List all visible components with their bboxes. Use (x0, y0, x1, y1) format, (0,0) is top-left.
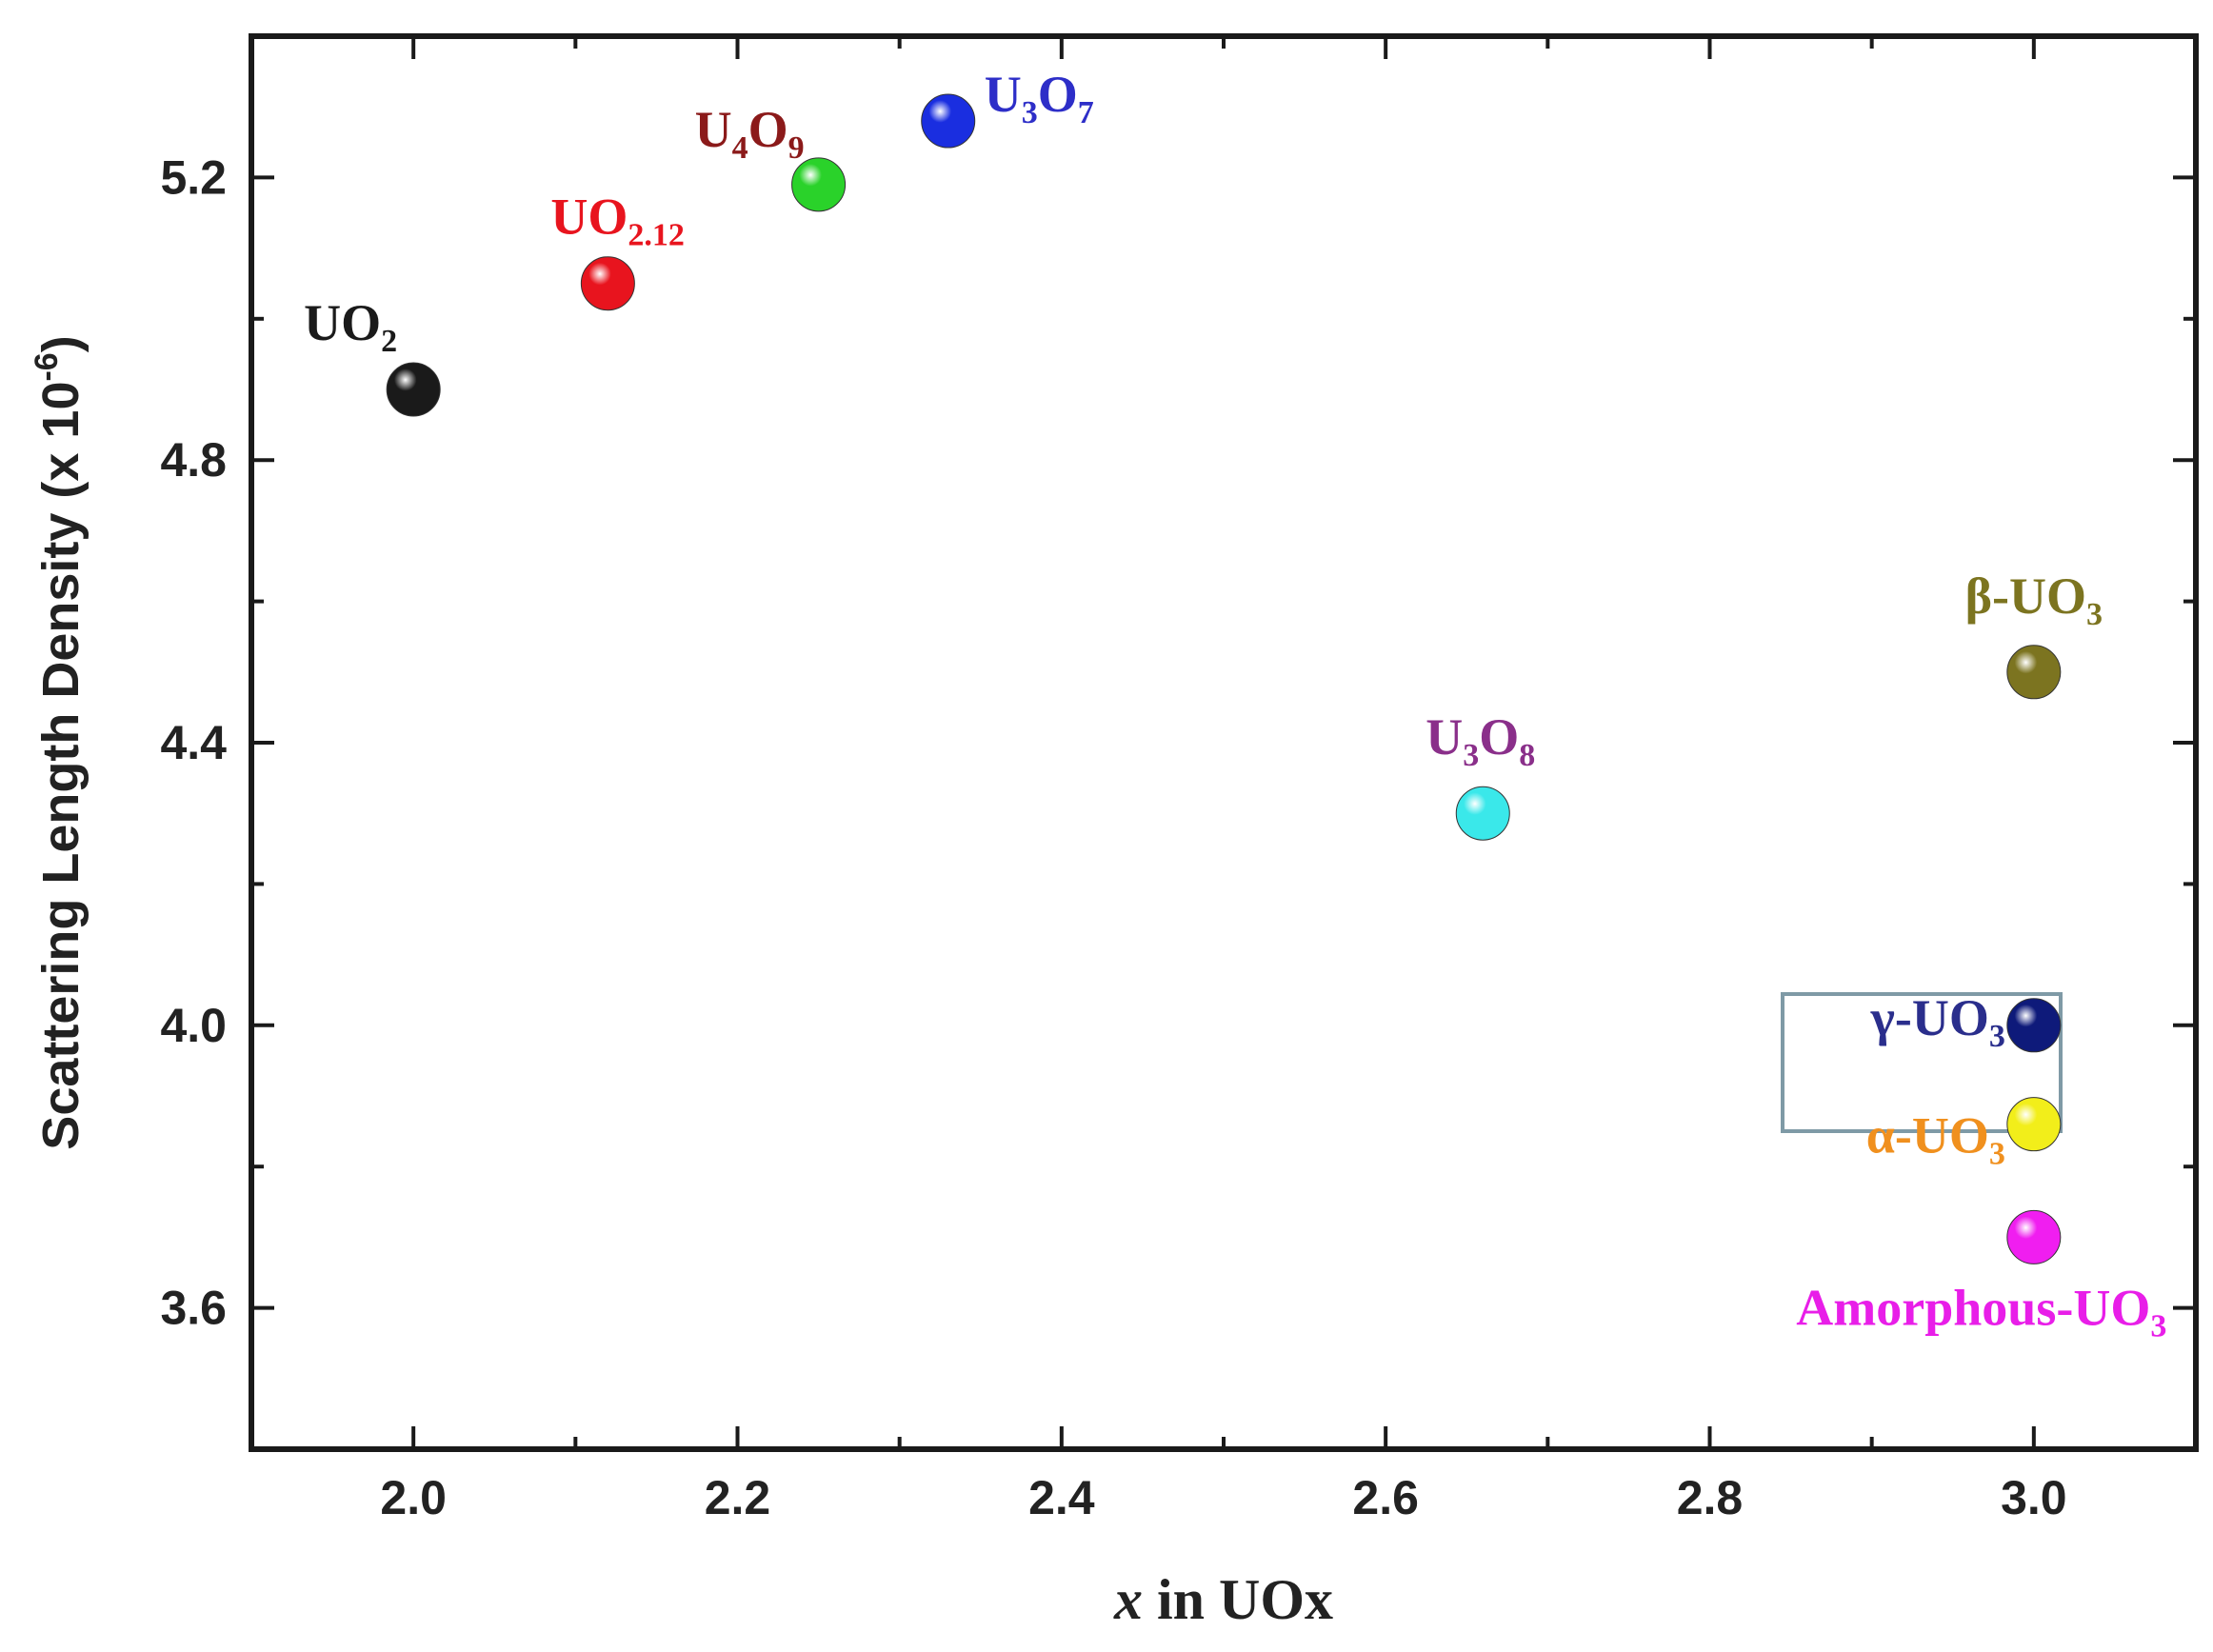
data-point (2006, 1097, 2062, 1152)
y-axis-label-exp: -6 (29, 352, 65, 381)
x-tick-label: 2.4 (1028, 1471, 1095, 1524)
point-label: U3O7 (985, 66, 1094, 130)
y-axis-label-base: Scattering Length Density (x 10 (32, 382, 90, 1150)
plot-area (249, 33, 2199, 1452)
point-label: U3O8 (1425, 708, 1535, 773)
y-tick-label: 4.4 (160, 716, 227, 769)
point-label: γ-UO3 (1870, 989, 2005, 1054)
x-tick-label: 2.8 (1677, 1471, 1744, 1524)
y-tick-label: 3.6 (160, 1282, 227, 1335)
x-tick-label: 3.0 (2001, 1471, 2067, 1524)
point-label: β-UO3 (1965, 567, 2103, 632)
y-axis-label: Scattering Length Density (x 10-6) (29, 335, 90, 1149)
x-tick-label: 2.6 (1352, 1471, 1419, 1524)
x-axis-label: x in UOx (1113, 1568, 1333, 1631)
x-tick-label: 2.2 (705, 1471, 771, 1524)
x-tick-label: 2.0 (380, 1471, 447, 1524)
data-point (2006, 645, 2062, 700)
point-label: U4O9 (695, 101, 805, 166)
x-axis-label-italic: x (1113, 1568, 1143, 1631)
point-label: α-UO3 (1866, 1107, 2005, 1172)
x-axis-ticks: 2.0 2.2 2.4 2.6 2.8 3.0 (249, 36, 2198, 1524)
x-axis-label-rest: in UOx (1143, 1568, 1333, 1631)
point-label: UO2 (304, 294, 397, 359)
y-tick-label: 5.2 (160, 150, 227, 204)
data-point (386, 362, 441, 417)
point-label: UO2.12 (550, 189, 685, 253)
y-tick-label: 4.8 (160, 433, 227, 487)
point-label: Amorphous-UO3 (1796, 1279, 2166, 1343)
data-points (386, 93, 2062, 1264)
data-point (2006, 998, 2062, 1053)
highlight-box (1781, 992, 2063, 1133)
data-point (921, 93, 976, 149)
y-tick-label: 4.0 (160, 999, 227, 1052)
data-point (791, 157, 847, 212)
data-point (1455, 786, 1510, 841)
y-axis-label-tail: ) (32, 335, 90, 352)
data-point (580, 256, 635, 311)
data-point (2006, 1209, 2062, 1264)
y-axis-ticks: 3.6 4.0 4.4 4.8 5.2 (160, 34, 2196, 1451)
